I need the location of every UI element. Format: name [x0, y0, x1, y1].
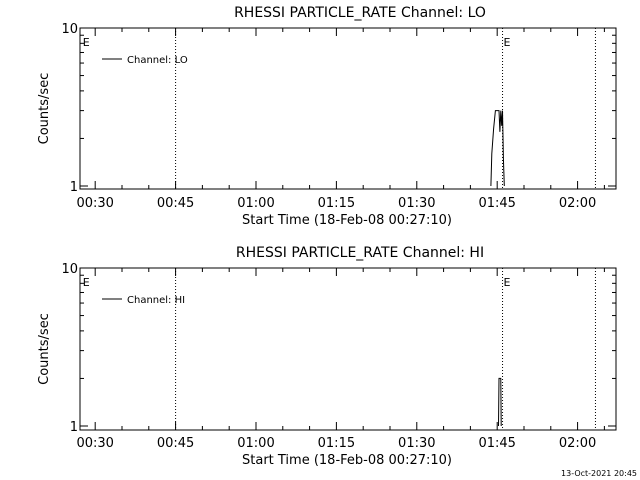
x-tick-label: 00:30: [76, 436, 113, 451]
y-tick-label: 10: [61, 22, 78, 37]
legend-label: Channel: HI: [127, 295, 185, 306]
chart-title: RHESSI PARTICLE_RATE Channel: HI: [236, 245, 484, 261]
chart-title: RHESSI PARTICLE_RATE Channel: LO: [234, 5, 486, 21]
x-tick-label: 01:15: [318, 196, 355, 211]
timestamp: 13-Oct-2021 20:45: [561, 469, 637, 478]
x-axis-label: Start Time (18-Feb-08 00:27:10): [242, 213, 452, 228]
x-tick-label: 02:00: [559, 436, 596, 451]
y-tick-label: 1: [70, 180, 78, 195]
chart-panel-lo: RHESSI PARTICLE_RATE Channel: LO Counts/s…: [37, 5, 617, 228]
x-tick-label: 02:00: [559, 196, 596, 211]
event-marker-label: E: [504, 36, 511, 49]
x-tick-label: 01:30: [398, 436, 435, 451]
series-line: [490, 110, 505, 187]
x-tick-label: 01:45: [478, 436, 515, 451]
plot-frame: [79, 27, 617, 190]
x-tick-label: 01:00: [237, 436, 274, 451]
x-tick-label: 00:30: [76, 196, 113, 211]
plot-frame: [79, 267, 617, 431]
x-tick-label: 01:00: [237, 196, 274, 211]
x-tick-label: 01:15: [318, 436, 355, 451]
y-axis-label: Counts/sec: [37, 313, 52, 385]
y-tick-label: 1: [70, 420, 78, 435]
event-marker-label: E: [83, 36, 90, 49]
y-axis-label: Counts/sec: [37, 73, 52, 145]
x-tick-label: 00:45: [157, 436, 194, 451]
event-marker-label: E: [83, 276, 90, 289]
x-axis-label: Start Time (18-Feb-08 00:27:10): [242, 453, 452, 468]
event-marker-label: E: [504, 276, 511, 289]
y-tick-label: 10: [61, 262, 78, 277]
x-tick-label: 01:30: [398, 196, 435, 211]
series-line: [498, 377, 502, 427]
x-tick-label: 00:45: [157, 196, 194, 211]
x-tick-label: 01:45: [478, 196, 515, 211]
legend-label: Channel: LO: [127, 55, 188, 66]
chart-panel-hi: RHESSI PARTICLE_RATE Channel: HI Counts/s…: [37, 245, 617, 468]
